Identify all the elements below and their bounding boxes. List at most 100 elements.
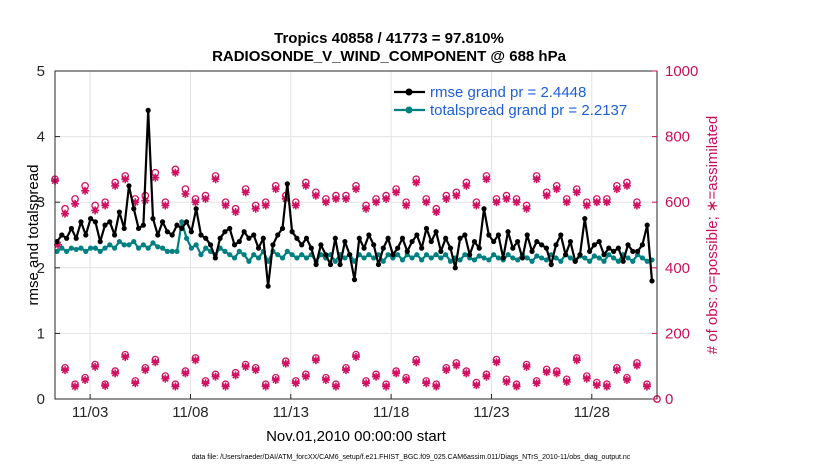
totalspread-point bbox=[423, 252, 430, 258]
rmse-point bbox=[332, 235, 338, 241]
totalspread-point bbox=[419, 257, 425, 263]
obs-assimilated-marker bbox=[141, 366, 150, 375]
obs-assimilated-marker bbox=[241, 188, 250, 197]
obs-assimilated-marker bbox=[291, 201, 300, 210]
rmse-point bbox=[361, 245, 367, 251]
totalspread-point bbox=[601, 258, 607, 264]
rmse-point bbox=[308, 245, 314, 251]
rmse-point bbox=[457, 235, 463, 241]
obs-assimilated-marker bbox=[372, 198, 381, 207]
totalspread-point bbox=[111, 245, 118, 251]
totalspread-point bbox=[606, 252, 612, 258]
rmse-point bbox=[323, 252, 329, 258]
obs-assimilated-marker bbox=[61, 209, 70, 218]
rmse-point bbox=[294, 235, 300, 241]
obs-assimilated-marker bbox=[181, 190, 190, 198]
totalspread-point bbox=[342, 255, 348, 261]
rmse-point bbox=[174, 222, 180, 228]
rmse-point bbox=[207, 242, 214, 248]
rmse-point bbox=[203, 235, 209, 241]
totalspread-point bbox=[275, 252, 281, 258]
obs-assimilated-marker bbox=[231, 371, 240, 380]
totalspread-point bbox=[610, 255, 617, 261]
rmse-point bbox=[255, 245, 262, 251]
obs-assimilated-marker bbox=[502, 194, 511, 203]
totalspread-point bbox=[188, 245, 194, 251]
rmse-point bbox=[577, 252, 583, 258]
obs-assimilated-marker bbox=[412, 178, 421, 187]
rmse-point bbox=[620, 258, 626, 264]
rmse-point bbox=[500, 255, 506, 261]
rmse-point bbox=[260, 235, 266, 241]
obs-assimilated-marker bbox=[422, 379, 431, 388]
legend-spread-label: totalspread grand pr = 2.2137 bbox=[430, 102, 627, 119]
x-tick-label: 11/08 bbox=[172, 404, 208, 421]
totalspread-point bbox=[553, 255, 559, 261]
rmse-point bbox=[375, 261, 382, 268]
totalspread-point bbox=[169, 248, 175, 254]
totalspread-point bbox=[582, 255, 588, 261]
obs-assimilated-marker bbox=[271, 185, 280, 194]
rmse-point bbox=[217, 235, 223, 241]
totalspread-point bbox=[380, 258, 386, 264]
rmse-point bbox=[246, 235, 252, 241]
y-tick-label-left: 5 bbox=[37, 63, 45, 80]
rmse-point bbox=[649, 278, 655, 284]
rmse-point bbox=[198, 232, 204, 238]
totalspread-point bbox=[131, 238, 137, 245]
obs-assimilated-marker bbox=[392, 369, 401, 378]
chart-subtitle: RADIOSONDE_V_WIND_COMPONENT @ 688 hPa bbox=[212, 48, 567, 65]
totalspread-point bbox=[625, 255, 631, 261]
rmse-point bbox=[131, 206, 137, 212]
y-tick-label-left: 4 bbox=[37, 129, 45, 146]
rmse-point bbox=[68, 225, 75, 232]
obs-assimilated-marker bbox=[582, 201, 591, 210]
obs-assimilated-marker bbox=[61, 366, 70, 375]
obs-assimilated-marker bbox=[261, 382, 270, 391]
axes: 11/03 11/08 11/13 11/18 11/23 11/28 0 1 2 3 4 5 0 200… bbox=[37, 63, 699, 421]
obs-assimilated-marker bbox=[151, 358, 160, 367]
totalspread-point bbox=[428, 255, 434, 261]
totalspread-point bbox=[399, 257, 406, 263]
totalspread-point bbox=[73, 246, 79, 253]
obs-assimilated-marker bbox=[612, 366, 621, 375]
y-axis-label-right: # of obs: o=possible; ∗=assimilated bbox=[704, 116, 721, 355]
obs-assimilated-marker bbox=[271, 375, 280, 384]
totalspread-point bbox=[332, 258, 338, 264]
rmse-point bbox=[630, 248, 636, 254]
rmse-point bbox=[567, 238, 574, 245]
rmse-point bbox=[385, 235, 391, 241]
obs-assimilated-marker bbox=[261, 201, 270, 210]
rmse-point bbox=[524, 232, 530, 238]
rmse-point bbox=[121, 225, 127, 232]
totalspread-point bbox=[438, 255, 444, 261]
rmse-point bbox=[404, 248, 410, 254]
totalspread-point bbox=[174, 248, 180, 254]
obs-assimilated-marker bbox=[462, 181, 471, 190]
obs-assimilated-marker bbox=[91, 362, 100, 371]
totalspread-point bbox=[303, 255, 310, 261]
obs-assimilated-marker bbox=[71, 382, 80, 391]
rmse-point bbox=[515, 238, 521, 245]
obs-assimilated-marker bbox=[191, 356, 200, 365]
rmse-point bbox=[395, 245, 401, 251]
rmse-point bbox=[150, 216, 156, 222]
obs-assimilated-marker bbox=[372, 372, 381, 381]
obs-assimilated-marker bbox=[251, 204, 260, 213]
totalspread-point bbox=[539, 255, 545, 261]
obs-assimilated-marker bbox=[171, 382, 180, 391]
x-tick-label: 11/28 bbox=[574, 404, 610, 421]
rmse-point bbox=[615, 245, 621, 251]
obs-assimilated-marker bbox=[251, 366, 260, 375]
legend-rmse-label: rmse grand pr = 2.4448 bbox=[430, 84, 586, 101]
totalspread-point bbox=[294, 255, 300, 261]
obs-assimilated-marker bbox=[602, 198, 611, 207]
plot-area bbox=[55, 71, 657, 399]
rmse-point bbox=[380, 245, 386, 251]
y-tick-label-right: 800 bbox=[665, 129, 690, 146]
obs-assimilated-marker bbox=[512, 198, 521, 207]
obs-assimilated-marker bbox=[301, 372, 310, 381]
totalspread-point bbox=[471, 257, 478, 263]
totalspread-point bbox=[543, 257, 550, 263]
rmse-point bbox=[582, 216, 588, 222]
